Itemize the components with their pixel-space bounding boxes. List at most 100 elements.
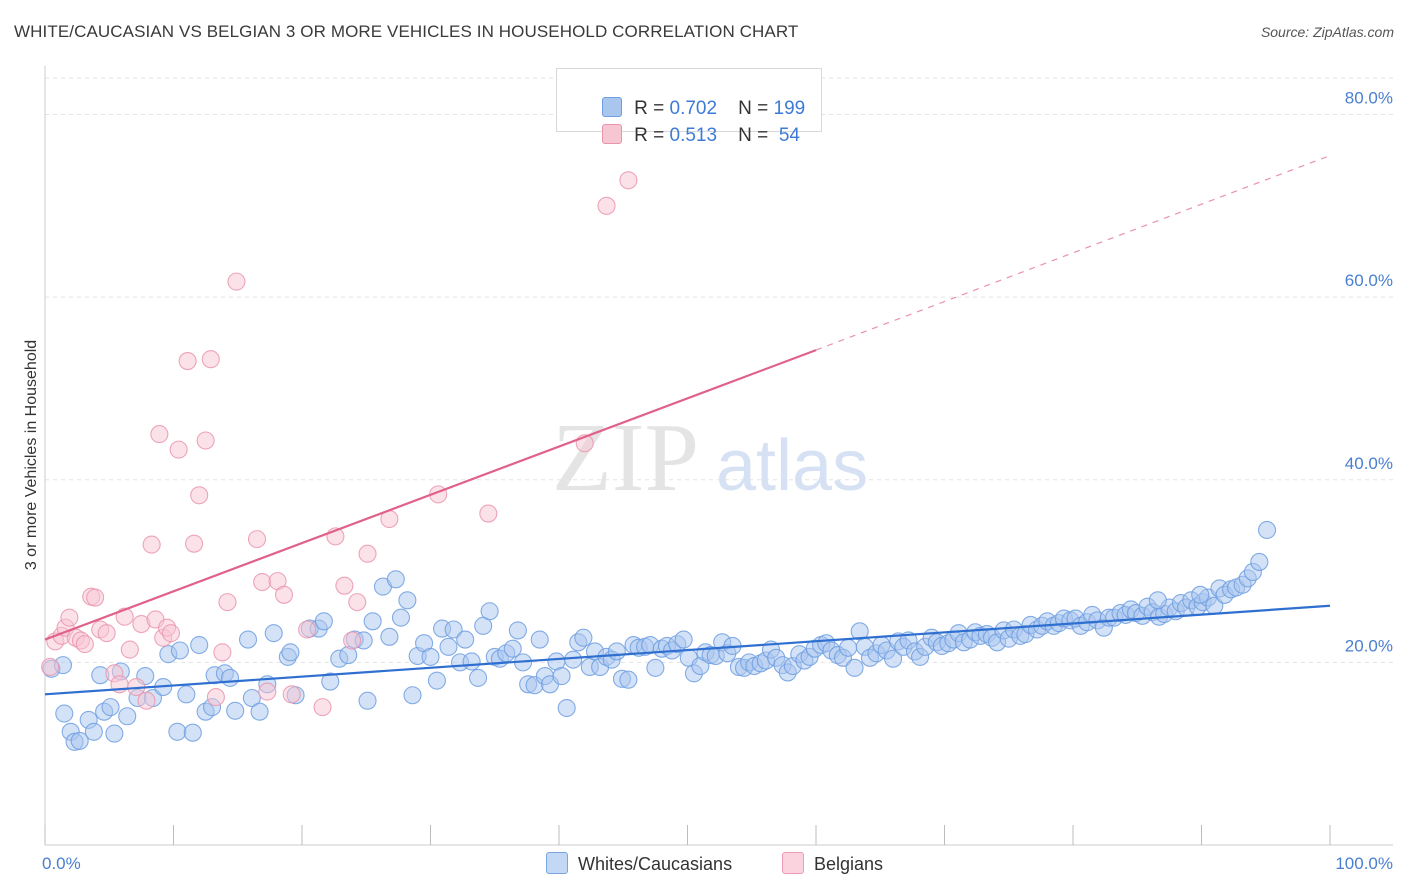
data-point xyxy=(444,620,463,639)
legend-r-value: 0.513 xyxy=(669,125,718,146)
data-point xyxy=(190,486,209,505)
data-point xyxy=(313,698,332,717)
watermark-zip: ZIP xyxy=(552,404,699,512)
data-point xyxy=(142,535,161,554)
bottom-legend-label-whites: Whites/Caucasians xyxy=(578,854,733,874)
data-point xyxy=(358,691,377,710)
data-point xyxy=(218,593,237,612)
data-point xyxy=(264,624,283,643)
data-point xyxy=(391,608,410,627)
data-point xyxy=(358,544,377,563)
data-point xyxy=(557,698,576,718)
y-axis-title: 3 or more Vehicles in Household xyxy=(23,340,40,570)
data-point xyxy=(213,643,232,662)
data-point xyxy=(177,685,196,704)
data-point xyxy=(530,630,549,649)
data-point xyxy=(456,630,475,649)
data-point xyxy=(607,642,626,661)
data-point xyxy=(343,631,362,650)
data-point xyxy=(619,670,638,689)
source-label: Source: ZipAtlas.com xyxy=(1260,24,1394,40)
tick-labels: 20.0% 40.0% 60.0% 80.0% 0.0% 100.0% xyxy=(42,89,1393,873)
legend-n-label: N = xyxy=(738,98,774,119)
data-point xyxy=(105,724,124,743)
data-point xyxy=(552,667,571,686)
data-point xyxy=(242,688,261,708)
data-point xyxy=(503,639,522,658)
data-point xyxy=(150,425,169,444)
trend-line xyxy=(44,604,1331,696)
bottom-legend-belgians: Belgians xyxy=(782,852,883,875)
series-whites-caucasians xyxy=(42,520,1277,751)
legend-r-label: R = xyxy=(634,125,670,146)
data-point xyxy=(574,628,593,647)
trend-line-extension xyxy=(815,155,1331,351)
data-point xyxy=(258,682,277,701)
data-point xyxy=(247,530,267,549)
grid-lines xyxy=(45,77,1393,663)
legend-n-value: 54 xyxy=(773,125,800,146)
data-point xyxy=(884,649,903,668)
data-point xyxy=(185,534,204,553)
data-point xyxy=(646,658,665,677)
data-point xyxy=(60,608,79,627)
data-point xyxy=(674,630,693,649)
data-point xyxy=(226,701,245,720)
data-point xyxy=(462,652,481,671)
data-point xyxy=(335,576,354,595)
data-point xyxy=(118,707,137,726)
data-point xyxy=(1191,585,1210,604)
y-tick-label: 20.0% xyxy=(1345,636,1393,655)
data-point xyxy=(403,686,422,705)
data-point xyxy=(55,704,74,723)
y-tick-label: 60.0% xyxy=(1345,271,1393,290)
data-point xyxy=(86,588,105,607)
data-point xyxy=(281,643,300,662)
data-point xyxy=(75,635,94,654)
data-point xyxy=(227,272,246,291)
data-point xyxy=(508,621,527,640)
data-point xyxy=(439,637,458,656)
data-point xyxy=(169,440,188,459)
data-point xyxy=(201,350,220,369)
data-point xyxy=(427,671,446,690)
legend: R = 0.702 N = 199 R = 0.513 N = 54 xyxy=(556,68,822,146)
data-point xyxy=(597,196,616,215)
data-point xyxy=(1250,552,1269,571)
data-point xyxy=(97,624,116,643)
data-point xyxy=(84,722,103,741)
chart-title: WHITE/CAUCASIAN VS BELGIAN 3 OR MORE VEH… xyxy=(14,22,799,41)
data-point xyxy=(206,688,225,707)
legend-swatch-whites xyxy=(602,97,623,117)
legend-n-value: 199 xyxy=(773,98,806,119)
legend-r-value: 0.702 xyxy=(669,98,718,119)
data-point xyxy=(564,650,583,669)
legend-row-belgians: R = 0.513 N = 54 xyxy=(581,102,800,146)
data-point xyxy=(348,593,367,612)
x-tick-label: 100.0% xyxy=(1335,854,1393,873)
data-point xyxy=(70,731,89,750)
data-point xyxy=(298,620,317,639)
y-tick-label: 40.0% xyxy=(1345,454,1393,473)
data-point xyxy=(479,504,498,523)
data-point xyxy=(314,612,333,631)
legend-n-label: N = xyxy=(738,125,774,146)
data-point xyxy=(421,647,440,666)
data-point xyxy=(170,641,189,660)
data-point xyxy=(178,352,197,371)
data-point xyxy=(321,672,340,691)
legend-r-label: R = xyxy=(634,98,670,119)
bottom-legend-swatch-whites xyxy=(546,852,568,874)
data-point xyxy=(480,602,499,621)
data-point xyxy=(274,585,294,604)
y-tick-label: 80.0% xyxy=(1345,89,1393,108)
data-point xyxy=(845,658,864,677)
data-points xyxy=(41,171,1277,751)
data-point xyxy=(380,627,399,646)
data-point xyxy=(183,723,202,742)
data-point xyxy=(101,698,120,717)
data-point xyxy=(196,431,215,450)
data-point xyxy=(839,638,858,657)
legend-row-whites: R = 0.702 N = 199 xyxy=(581,75,805,119)
data-point xyxy=(253,572,272,592)
